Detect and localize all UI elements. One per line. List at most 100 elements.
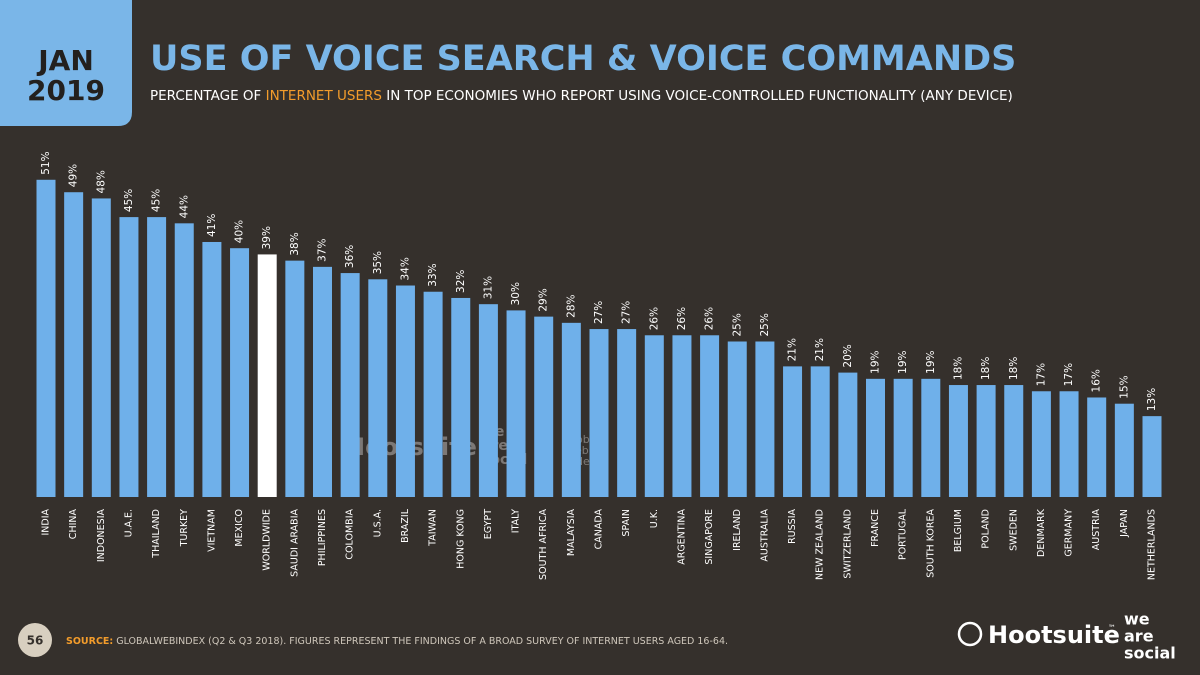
value-label: 17% (1035, 363, 1047, 386)
bar (1031, 391, 1051, 497)
bar (948, 385, 968, 497)
bar (783, 366, 803, 497)
value-label: 16% (1091, 369, 1103, 392)
value-label: 26% (676, 307, 688, 330)
value-label: 40% (234, 220, 246, 243)
value-label: 26% (648, 307, 660, 330)
value-label: 21% (814, 338, 826, 361)
x-tick-label: BELGIUM (953, 509, 964, 552)
bar (36, 179, 56, 497)
bar (257, 254, 277, 497)
value-label: 35% (372, 251, 384, 274)
bar (1004, 385, 1024, 497)
value-label: 39% (261, 226, 273, 249)
x-tick-label: FRANCE (870, 509, 881, 547)
logo-was: are (1124, 627, 1154, 646)
bar (340, 273, 360, 497)
bar (119, 217, 139, 497)
x-tick-label: ITALY (511, 509, 522, 533)
bar (727, 341, 747, 497)
value-label: 51% (40, 151, 52, 174)
owl-icon (957, 621, 983, 647)
x-tick-label: NETHERLANDS (1147, 509, 1158, 580)
page-number: 56 (27, 634, 44, 648)
x-tick-label: DENMARK (1036, 508, 1047, 557)
value-label: 27% (621, 301, 633, 324)
value-label: 21% (787, 338, 799, 361)
x-tick-label: SAUDI ARABIA (289, 509, 300, 577)
x-tick-label: MALAYSIA (566, 509, 577, 557)
value-label: 15% (1118, 375, 1130, 398)
value-label: 31% (482, 276, 494, 299)
page-badge (18, 623, 52, 657)
bar (617, 329, 637, 497)
bar (838, 372, 858, 497)
bar (64, 192, 84, 497)
bar (976, 385, 996, 497)
x-tick-label: U.S.A. (372, 509, 383, 537)
value-label: 45% (151, 189, 163, 212)
bar (534, 316, 554, 497)
bar (589, 329, 609, 497)
x-tick-label: CHINA (68, 509, 79, 540)
subtitle-part: PERCENTAGE OF (150, 88, 266, 104)
bar (395, 285, 415, 497)
month: JAN (36, 44, 94, 77)
x-tick-label: SOUTH KOREA (925, 509, 936, 578)
value-label: 19% (870, 350, 882, 373)
x-tick-label: U.K. (649, 509, 660, 528)
value-label: 33% (427, 263, 439, 286)
bar (1142, 416, 1162, 497)
value-label: 26% (704, 307, 716, 330)
value-label: 20% (842, 344, 854, 367)
bar (866, 378, 885, 497)
x-tick-label: POLAND (981, 509, 992, 549)
value-label: 38% (289, 232, 301, 255)
x-tick-label: COLOMBIA (345, 509, 356, 560)
x-tick-label: JAPAN (1119, 509, 1130, 538)
value-label: 36% (344, 245, 356, 268)
x-tick-label: RUSSIA (787, 509, 798, 544)
x-tick-label: MEXICO (234, 509, 245, 547)
value-label: 19% (925, 350, 937, 373)
bar (1059, 391, 1079, 497)
x-tick-label: THAILAND (151, 509, 162, 559)
value-label: 48% (95, 170, 107, 193)
bar (893, 378, 913, 497)
x-tick-label: EGYPT (483, 509, 494, 539)
value-label: 37% (317, 238, 329, 261)
x-tick-label: PHILIPPINES (317, 509, 328, 566)
bar (644, 335, 664, 497)
x-tick-label: HONG KONG (455, 509, 466, 569)
bar (1114, 403, 1134, 497)
bar (147, 217, 167, 497)
value-label: 30% (510, 282, 522, 305)
date-badge (0, 0, 132, 126)
x-tick-label: U.A.E. (123, 509, 134, 537)
subtitle: PERCENTAGE OF INTERNET USERS IN TOP ECON… (150, 88, 1013, 104)
value-label: 32% (455, 270, 467, 293)
x-tick-label: VIETNAM (206, 509, 217, 552)
bar (810, 366, 830, 497)
value-label: 27% (593, 301, 605, 324)
x-tick-label: ARGENTINA (676, 509, 687, 565)
x-tick-label: TURKEY (179, 509, 190, 548)
x-tick-label: SWEDEN (1008, 509, 1019, 551)
subtitle-part: IN TOP ECONOMIES WHO REPORT USING VOICE-… (382, 88, 1013, 104)
bar (285, 260, 305, 497)
bar (368, 279, 388, 497)
bar (91, 198, 111, 497)
source: SOURCE: GLOBALWEBINDEX (Q2 & Q3 2018). F… (66, 636, 728, 647)
bar (313, 266, 332, 497)
bar (1087, 397, 1107, 497)
x-tick-label: TAIWAN (428, 509, 439, 547)
bar (921, 378, 941, 497)
x-tick-label: AUSTRALIA (759, 508, 770, 561)
x-tick-label: CANADA (594, 509, 605, 550)
year: 2019 (27, 74, 105, 107)
source-text: GLOBALWEBINDEX (Q2 & Q3 2018). FIGURES R… (113, 636, 728, 647)
value-label: 44% (178, 195, 190, 218)
value-label: 18% (952, 357, 964, 380)
bar (174, 223, 194, 497)
